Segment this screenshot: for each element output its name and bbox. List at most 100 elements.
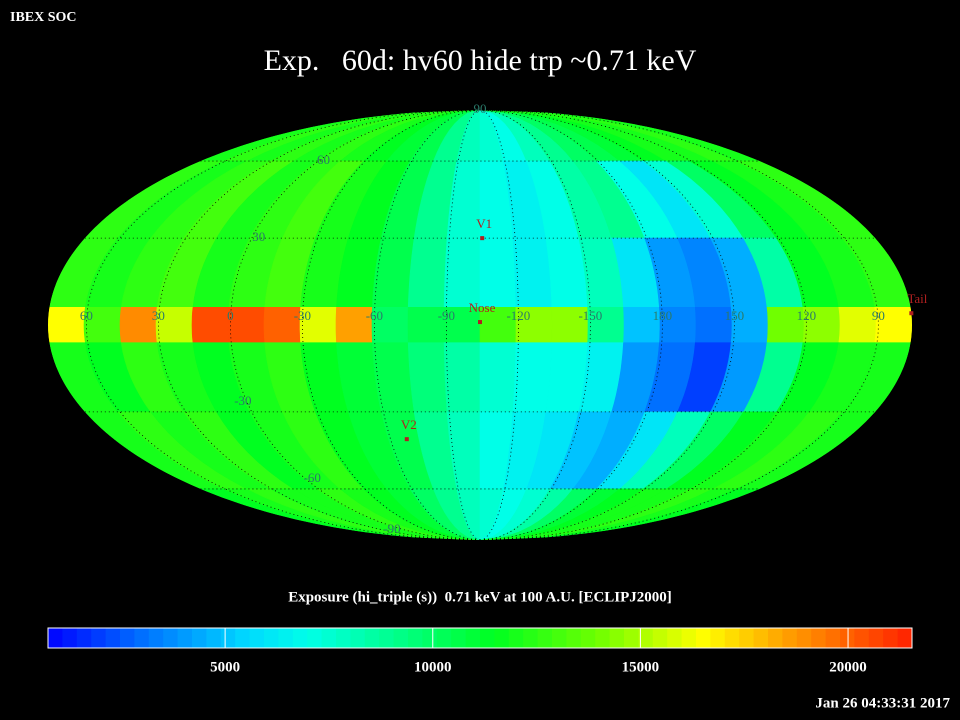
colorbar-segment (105, 628, 121, 648)
colorbar-segment (235, 628, 251, 648)
colorbar-segment (278, 628, 294, 648)
colorbar-segment (840, 628, 855, 648)
colorbar-segment (696, 628, 711, 648)
colorbar-segment (206, 628, 222, 648)
colorbar-segment (62, 628, 78, 648)
colorbar-segment (264, 628, 279, 648)
colorbar-segment (364, 628, 380, 648)
lat-tick-label: -60 (304, 470, 321, 485)
sky-cell (479, 237, 517, 308)
colorbar-segment (868, 628, 884, 648)
colorbar-segment (465, 628, 481, 648)
colorbar-segment (796, 628, 812, 648)
colorbar-segment (652, 628, 668, 648)
sky-cell (443, 237, 481, 308)
lon-tick-label: 180 (653, 308, 673, 323)
colorbar-segment (220, 628, 236, 648)
lat-tick-label: -30 (234, 393, 251, 408)
colorbar-segment (609, 628, 625, 648)
colorbar-segment (48, 628, 63, 648)
sky-cell (838, 306, 877, 344)
colorbar-segment (595, 628, 611, 648)
lon-tick-label: -120 (506, 308, 530, 323)
colorbar-segment (883, 628, 899, 648)
meridian-line (479, 109, 879, 541)
colorbar-segment (134, 628, 150, 648)
marker (909, 311, 914, 316)
meridian-line (85, 109, 481, 541)
lon-tick-label: 0 (227, 308, 234, 323)
corner-label: IBEX SOC (10, 10, 77, 25)
lat-tick-label: 60 (317, 152, 330, 167)
colorbar-tick-label: 20000 (829, 659, 867, 675)
colorbar-segment (710, 628, 726, 648)
colorbar-segment (192, 628, 207, 648)
colorbar-segment (163, 628, 179, 648)
colorbar-tick-label: 5000 (210, 659, 240, 675)
colorbar-segment (494, 628, 510, 648)
lon-tick-label: -90 (438, 308, 455, 323)
colorbar-segment (523, 628, 539, 648)
sky-cell (443, 342, 481, 413)
sky-cell (407, 342, 448, 413)
meridian-line (479, 109, 663, 541)
colorbar-segment (120, 628, 135, 648)
colorbar-segment (393, 628, 409, 648)
colorbar-segment (681, 628, 697, 648)
lon-tick-label: -30 (294, 308, 311, 323)
colorbar-segment (753, 628, 769, 648)
sky-cell (512, 237, 553, 308)
colorbar-segment (177, 628, 193, 648)
colorbar-segment (825, 628, 841, 648)
colorbar-segment (811, 628, 827, 648)
colorbar-segment (249, 628, 265, 648)
colorbar-segment (307, 628, 323, 648)
colorbar-segment (566, 628, 582, 648)
colorbar-segment (897, 628, 913, 648)
lat-tick-label: -90 (383, 521, 400, 536)
meridian-line (229, 109, 481, 541)
marker (404, 437, 409, 442)
sky-cell (191, 306, 230, 344)
sky-cell (512, 342, 553, 413)
sky-cell (479, 488, 760, 540)
colorbar-segment (408, 628, 423, 648)
colorbar-segment (624, 628, 639, 648)
marker-label: V2 (401, 417, 417, 432)
colorbar-segment (451, 628, 467, 648)
colorbar-segment (667, 628, 683, 648)
sky-cell (479, 342, 517, 413)
colorbar-segment (148, 628, 164, 648)
marker (478, 320, 482, 325)
colorbar-segment (321, 628, 337, 648)
lon-tick-label: 150 (725, 308, 745, 323)
colorbar-segment (379, 628, 395, 648)
colorbar-frame (47, 627, 913, 649)
lon-tick-label: 30 (152, 308, 165, 323)
lon-tick-label: -150 (578, 308, 602, 323)
lon-tick-label: 120 (797, 308, 817, 323)
colorbar-segment (552, 628, 567, 648)
colorbar-segment (580, 628, 596, 648)
colorbar-segment (91, 628, 107, 648)
meridian-line (157, 109, 481, 541)
colorbar-segment (76, 628, 92, 648)
colorbar-segment (739, 628, 755, 648)
colorbar-segment (480, 628, 495, 648)
colorbar-segment (350, 628, 366, 648)
colorbar-tick-label: 10000 (414, 659, 452, 675)
colorbar: 5000 10000 15000 20000 (47, 627, 913, 675)
colorbar-segment (508, 628, 524, 648)
marker-label: Nose (469, 300, 496, 315)
colorbar-segment (336, 628, 351, 648)
lat-tick-label: 90 (474, 101, 487, 116)
colorbar-segment (537, 628, 553, 648)
colorbar-segment (854, 628, 870, 648)
colorbar-segment (768, 628, 783, 648)
sky-cell (407, 237, 448, 308)
colorbar-segment (782, 628, 798, 648)
lat-tick-label: 30 (252, 229, 265, 244)
marker (480, 236, 485, 241)
sky-cells (48, 110, 912, 540)
